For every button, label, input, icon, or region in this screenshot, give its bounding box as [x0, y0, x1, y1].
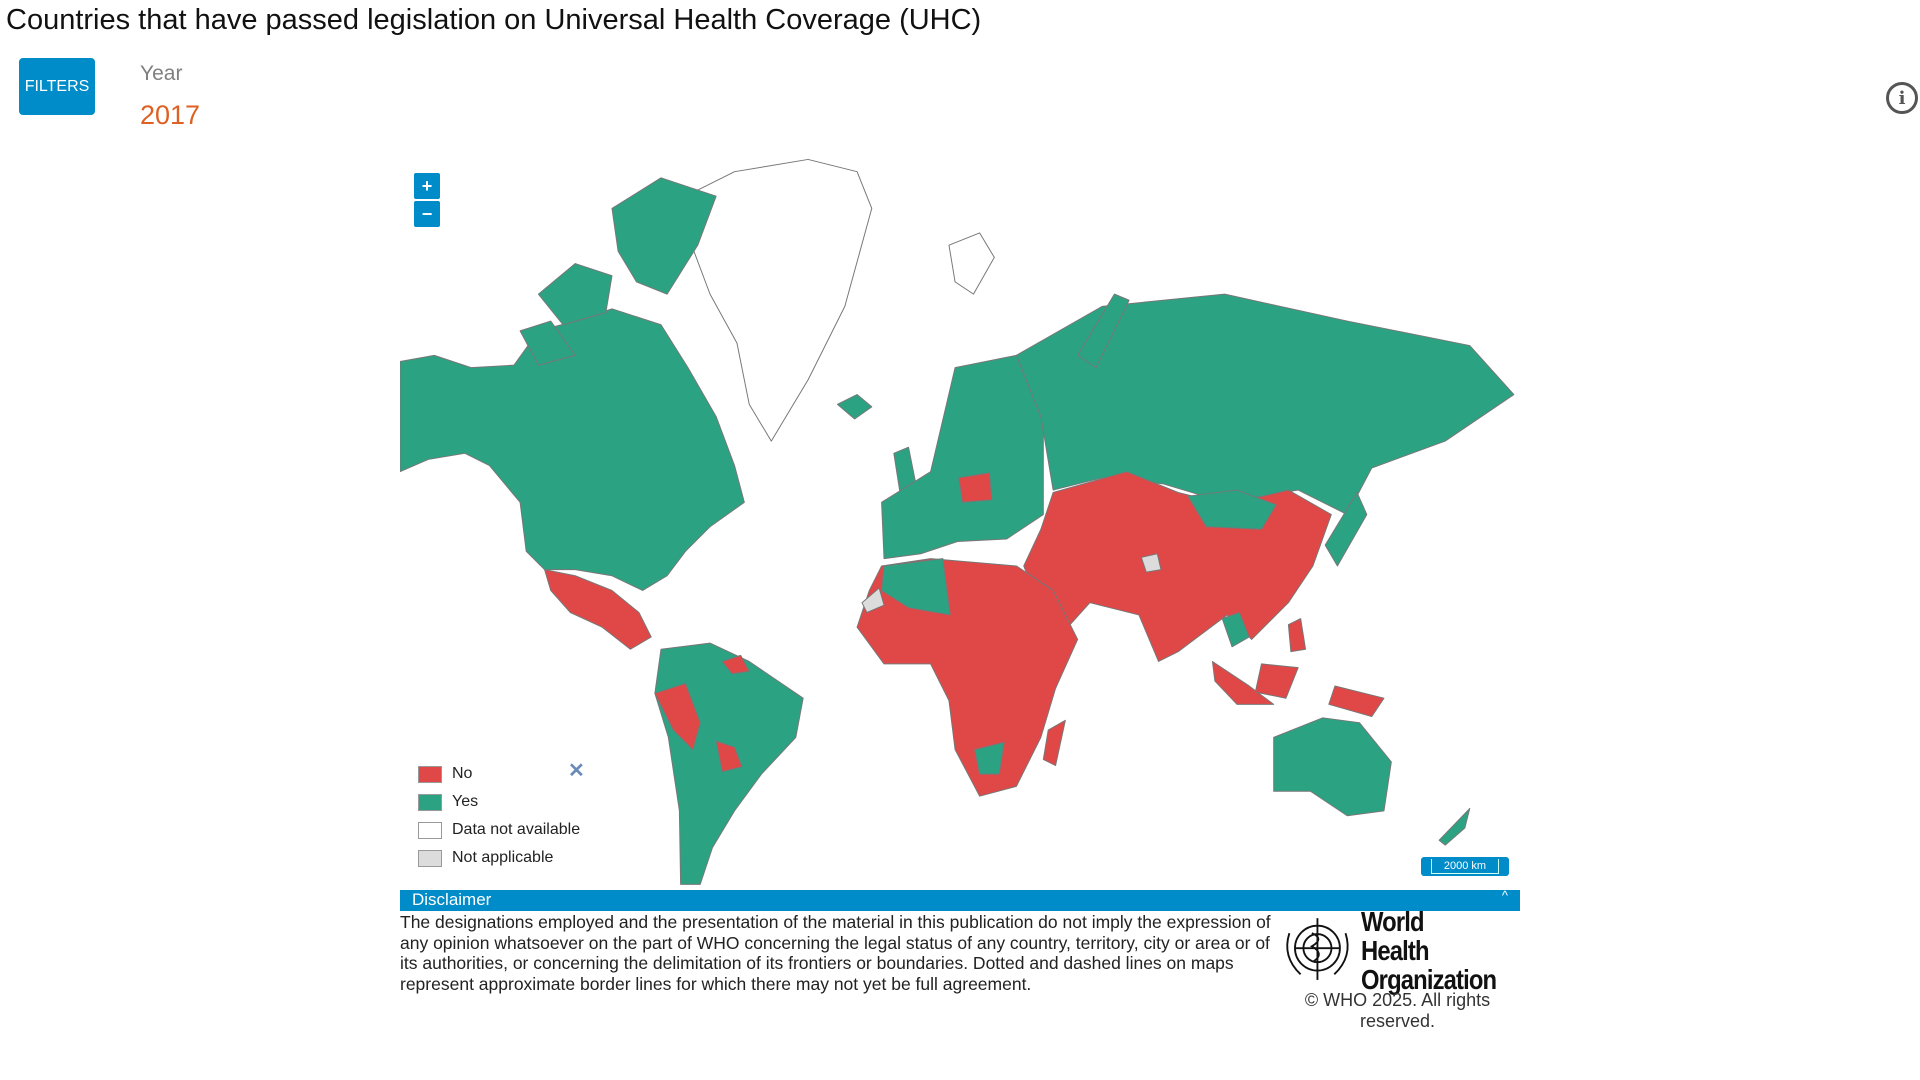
legend-item-no: No — [418, 760, 580, 788]
region-western-sahara[interactable] — [861, 587, 885, 613]
region-new-zealand[interactable] — [1438, 807, 1471, 846]
legend-swatch — [418, 849, 442, 867]
region-central-america[interactable] — [544, 569, 652, 650]
region-iceland[interactable] — [836, 394, 873, 420]
region-venezuela[interactable] — [721, 654, 750, 675]
scale-label: 2000 km — [1430, 859, 1500, 874]
legend-label: Data not available — [452, 821, 581, 838]
region-russia[interactable] — [1015, 293, 1515, 516]
legend-item-yes: Yes — [418, 788, 580, 816]
zoom-out-button[interactable]: − — [414, 201, 440, 227]
region-north-africa[interactable] — [881, 558, 951, 616]
legend-swatch — [418, 821, 442, 839]
logo-line-2: Organization — [1360, 963, 1497, 995]
legend-label: No — [452, 765, 473, 782]
info-icon[interactable]: i — [1886, 82, 1918, 114]
legend-close-icon[interactable]: ✕ — [568, 760, 585, 782]
legend-swatch — [418, 765, 442, 783]
world-map[interactable] — [400, 157, 1520, 888]
region-europe[interactable] — [881, 354, 1044, 560]
logo-line-1: World Health — [1360, 905, 1429, 966]
map-canvas[interactable] — [400, 157, 1520, 888]
region-arctic-islands[interactable] — [519, 320, 576, 366]
who-wordmark: World Health Organization — [1360, 905, 1497, 995]
region-novaya-zemlya[interactable] — [1077, 293, 1130, 369]
region-poland[interactable] — [958, 472, 993, 503]
scale-bar: 2000 km — [1421, 857, 1509, 876]
legend-swatch — [418, 793, 442, 811]
collapse-caret-icon[interactable]: ^ — [1501, 888, 1508, 903]
region-southern-africa[interactable] — [974, 741, 1005, 775]
copyright: © WHO 2025. All rights reserved. — [1304, 990, 1491, 1031]
region-se-asia[interactable] — [1221, 612, 1250, 648]
region-papua[interactable] — [1328, 685, 1385, 718]
region-africa[interactable] — [856, 558, 1079, 797]
who-emblem-icon — [1286, 918, 1349, 980]
disclaimer-header[interactable]: Disclaimer ^ — [400, 888, 1520, 911]
region-peru[interactable] — [654, 683, 701, 751]
filters-button[interactable]: FILTERS — [19, 58, 95, 115]
who-logo: World Health Organization — [1280, 907, 1520, 994]
region-indonesia[interactable] — [1211, 660, 1275, 705]
disclaimer-text: The designations employed and the presen… — [400, 912, 1271, 994]
year-filter-value[interactable]: 2017 — [140, 100, 201, 130]
disclaimer-title: Disclaimer — [412, 890, 492, 909]
map-legend: No Yes Data not available Not applicable — [418, 760, 580, 872]
region-borneo[interactable] — [1254, 663, 1299, 699]
region-svalbard[interactable] — [948, 232, 995, 295]
region-greenland[interactable] — [685, 158, 873, 442]
region-philippines[interactable] — [1287, 618, 1307, 653]
region-kashmir[interactable] — [1140, 553, 1162, 573]
legend-item-data-not-available: Data not available — [418, 816, 580, 844]
page-title: Countries that have passed legislation o… — [6, 4, 982, 36]
year-filter-label: Year — [140, 62, 183, 85]
region-arctic-islands[interactable] — [537, 263, 613, 326]
region-australia[interactable] — [1273, 717, 1392, 817]
region-japan[interactable] — [1324, 492, 1368, 567]
region-madagascar[interactable] — [1042, 719, 1066, 767]
region-bolivia[interactable] — [715, 740, 743, 773]
region-mongolia[interactable] — [1187, 489, 1277, 530]
legend-label: Not applicable — [452, 849, 554, 866]
region-arctic-islands[interactable] — [611, 177, 717, 295]
legend-label: Yes — [452, 793, 479, 810]
legend-item-not-applicable: Not applicable — [418, 844, 580, 872]
zoom-in-button[interactable]: + — [414, 173, 440, 199]
